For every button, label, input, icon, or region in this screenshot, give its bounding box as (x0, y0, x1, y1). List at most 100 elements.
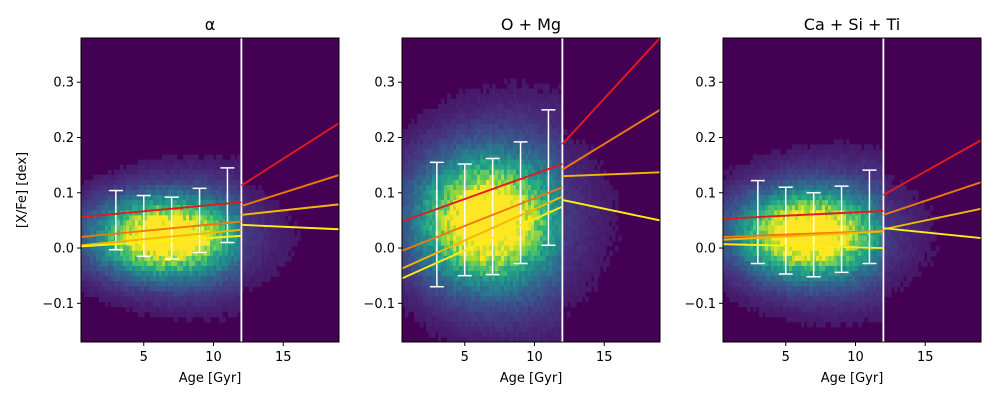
trend-line-red-segment-1 (81, 201, 242, 219)
heatmap-cell (534, 144, 538, 151)
heatmap-cell (591, 240, 595, 247)
heatmap-cell (408, 174, 412, 181)
heatmap-cell (264, 260, 268, 267)
heatmap-cell (603, 210, 607, 216)
heatmap-cell (93, 260, 97, 267)
heatmap-cell (195, 210, 199, 216)
heatmap-cell (162, 179, 166, 186)
heatmap-cell (429, 114, 433, 120)
heatmap-cell (126, 245, 130, 252)
heatmap-cell (447, 154, 451, 161)
heatmap-cell (411, 154, 415, 161)
heatmap-cell (207, 174, 211, 181)
heatmap-cell (531, 215, 535, 221)
heatmap-cell (159, 271, 163, 277)
heatmap-cell (501, 276, 505, 282)
heatmap-cell (264, 225, 268, 232)
heatmap-cell (186, 159, 190, 166)
heatmap-cell (723, 235, 727, 242)
heatmap-cell (111, 271, 115, 277)
heatmap-cell (120, 296, 124, 303)
heatmap-cell (576, 230, 580, 237)
heatmap-cell (255, 250, 259, 257)
heatmap-cell (231, 266, 235, 272)
heatmap-cell (498, 179, 502, 186)
heatmap-cell (426, 169, 430, 176)
heatmap-cell (513, 159, 517, 166)
heatmap-cell (228, 179, 232, 186)
heatmap-cell (252, 225, 256, 232)
heatmap-cell (528, 286, 532, 292)
heatmap-cell (480, 255, 484, 262)
heatmap-cell (543, 93, 547, 100)
heatmap-cell (447, 179, 451, 186)
heatmap-cell (462, 260, 466, 267)
heatmap-cell (486, 144, 490, 151)
heatmap-cell (534, 154, 538, 161)
heatmap-cell (507, 296, 511, 303)
heatmap-cell (456, 306, 460, 313)
heatmap-cell (405, 220, 409, 227)
heatmap-cell (480, 271, 484, 277)
heatmap-cell (474, 286, 478, 292)
heatmap-cell (105, 179, 109, 186)
heatmap-cell (447, 291, 451, 297)
heatmap-cell (525, 271, 529, 277)
heatmap-cell (585, 235, 589, 242)
heatmap-cell (201, 190, 205, 196)
heatmap-cell (183, 291, 187, 297)
heatmap-cell (162, 276, 166, 282)
heatmap-cell (150, 281, 154, 287)
heatmap-cell (510, 296, 514, 303)
heatmap-cell (468, 169, 472, 176)
heatmap-cell (159, 195, 163, 201)
heatmap-cell (594, 281, 598, 287)
heatmap-cell (555, 250, 559, 257)
heatmap-cell (486, 195, 490, 201)
heatmap-cell (591, 210, 595, 216)
heatmap-cell (105, 286, 109, 292)
heatmap-cell (513, 255, 517, 262)
heatmap-cell (471, 93, 475, 100)
heatmap-cell (453, 124, 457, 130)
heatmap-cell (183, 190, 187, 196)
heatmap-cell (273, 255, 277, 262)
heatmap-cell (174, 210, 178, 216)
heatmap-cell (279, 255, 283, 262)
heatmap-cell (519, 271, 523, 277)
heatmap-cell (585, 215, 589, 221)
heatmap-cell (459, 321, 463, 328)
heatmap-cell (126, 291, 130, 297)
heatmap-cell (255, 255, 259, 262)
heatmap-cell (441, 276, 445, 282)
panel-title: O + Mg (501, 15, 561, 34)
heatmap-cell (495, 159, 499, 166)
heatmap-cell (423, 149, 427, 156)
heatmap-cell (531, 184, 535, 191)
heatmap-cell (108, 235, 112, 242)
heatmap-cell (462, 225, 466, 232)
heatmap-cell (519, 103, 523, 110)
heatmap-cell (432, 301, 436, 308)
heatmap-cell (405, 281, 409, 287)
heatmap-cell (432, 281, 436, 287)
heatmap-cell (558, 250, 562, 257)
heatmap-cell (426, 174, 430, 181)
heatmap-cell (144, 301, 148, 308)
heatmap-cell (579, 296, 583, 303)
heatmap-cell (90, 255, 94, 262)
heatmap-cell (555, 169, 559, 176)
heatmap-cell (459, 205, 463, 211)
heatmap-cell (474, 88, 478, 95)
heatmap-cell (243, 271, 247, 277)
heatmap-cell (501, 321, 505, 328)
heatmap-cell (171, 260, 175, 267)
heatmap-cell (462, 200, 466, 206)
heatmap-cell (432, 210, 436, 216)
heatmap-cell (261, 205, 265, 211)
heatmap-cell (111, 220, 115, 227)
heatmap-cell (525, 281, 529, 287)
heatmap-cell (171, 215, 175, 221)
heatmap-cell (504, 149, 508, 156)
heatmap-cell (264, 215, 268, 221)
